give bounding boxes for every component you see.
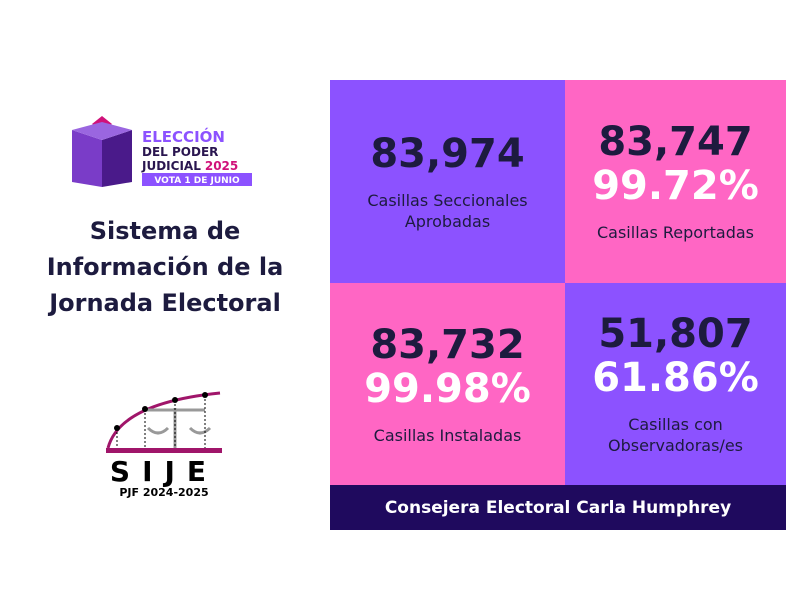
stat-aprobadas: 83,974 Casillas Seccionales Aprobadas	[330, 80, 565, 283]
footer-banner: Consejera Electoral Carla Humphrey	[330, 485, 786, 530]
stat-percent: 99.98%	[364, 365, 531, 412]
logo-line1: ELECCIÓN	[142, 127, 225, 146]
logo-year: 2025	[205, 159, 238, 173]
stat-label: Casillas con Observadoras/es	[607, 415, 743, 455]
stat-reportadas: 83,747 99.72% Casillas Reportadas	[565, 80, 786, 283]
stat-label: Casillas Seccionales Aprobadas	[367, 190, 528, 231]
stat-number: 83,974	[370, 130, 525, 177]
stat-number: 83,732	[370, 321, 525, 368]
stat-number: 51,807	[598, 311, 753, 357]
sije-logo: SIJE PJF 2024-2025	[106, 391, 222, 498]
logo-tagline: VOTA 1 DE JUNIO	[154, 176, 240, 186]
stat-instaladas: 83,732 99.98% Casillas Instaladas	[330, 283, 565, 485]
stat-percent: 61.86%	[592, 355, 759, 401]
logo-line2: DEL PODER	[142, 145, 218, 159]
sije-subtitle: PJF 2024-2025	[119, 486, 208, 498]
page-title: Sistema de Información de la Jornada Ele…	[46, 217, 284, 317]
stat-observadoras: 51,807 61.86% Casillas con Observadoras/…	[565, 283, 786, 485]
stat-number: 83,747	[598, 119, 753, 165]
stat-percent: 99.72%	[592, 163, 759, 209]
eleccion-logo: ELECCIÓN DEL PODER JUDICIAL 2025 VOTA 1 D…	[72, 116, 252, 187]
sije-name: SIJE	[110, 455, 218, 488]
stat-label: Casillas Instaladas	[373, 425, 522, 445]
stat-label: Casillas Reportadas	[596, 223, 754, 242]
logo-line3: JUDICIAL 2025	[141, 159, 238, 173]
